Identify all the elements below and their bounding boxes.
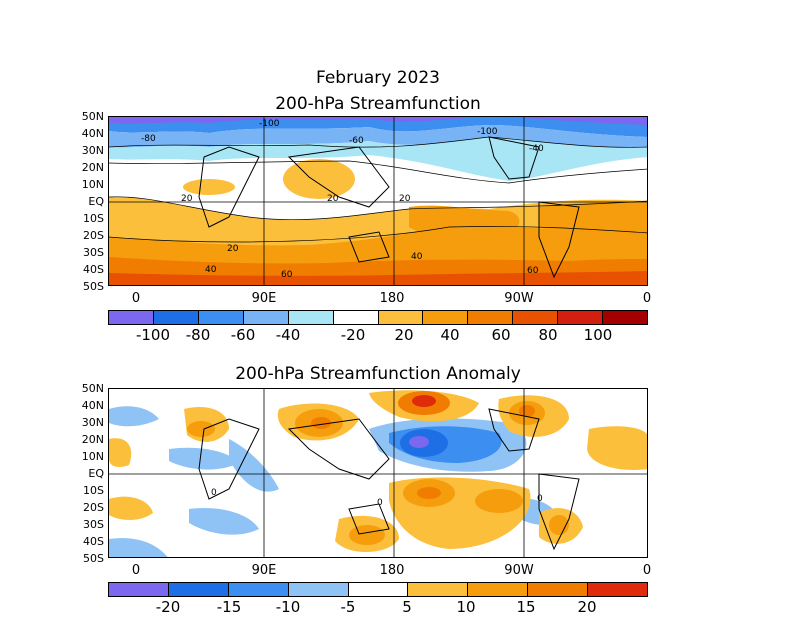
lat-label: 40S: [83, 535, 104, 548]
colorbar-swatch: [513, 311, 559, 324]
colorbar-swatch: [603, 311, 648, 324]
lon-label: 180: [379, 563, 405, 578]
lat-label: 50S: [83, 280, 104, 293]
colorbar-swatch: [408, 583, 469, 596]
contour-label: -40: [529, 144, 544, 154]
lat-label: 50S: [83, 552, 104, 565]
colorbar-swatch: [153, 311, 199, 324]
colorbar-label: -100: [135, 326, 171, 344]
colorbar-label: 80: [538, 326, 558, 344]
lat-label: 20S: [83, 229, 104, 242]
lat-label: 20N: [81, 433, 104, 446]
lat-label: 30N: [81, 416, 104, 429]
colorbar-swatch: [288, 311, 334, 324]
lat-label: 10S: [83, 212, 104, 225]
lat-label: 10N: [81, 178, 104, 191]
lat-label: 20S: [83, 501, 104, 514]
lon-label: 0: [131, 291, 141, 306]
contour-label: 20: [227, 244, 239, 254]
colorbar-swatch: [423, 311, 469, 324]
lon-label: 180: [379, 291, 405, 306]
colorbar-swatch: [378, 311, 424, 324]
lat-label: 40S: [83, 263, 104, 276]
contour-label: 20: [181, 194, 193, 204]
colorbar-swatch: [109, 583, 169, 596]
colorbar-swatch: [468, 583, 529, 596]
figure-title: February 2023: [316, 68, 440, 88]
lat-label: 40N: [81, 127, 104, 140]
colorbar-swatch: [333, 311, 379, 324]
colorbar-label: -20: [155, 598, 181, 616]
lat-label: EQ: [88, 195, 104, 208]
colorbar-swatch: [468, 311, 514, 324]
colorbar-swatch: [348, 583, 409, 596]
colorbar-label: 20: [394, 326, 414, 344]
lon-label: 0: [642, 291, 652, 306]
colorbar-swatch: [528, 583, 589, 596]
colorbar-swatch: [168, 583, 229, 596]
contour-label: 60: [527, 266, 539, 276]
colorbar-label: 100: [583, 326, 613, 344]
contour-label: 20: [399, 194, 411, 204]
colorbar-swatch: [243, 311, 289, 324]
colorbar-label: 60: [491, 326, 511, 344]
lon-label: 0: [642, 563, 652, 578]
colorbar-swatch: [198, 311, 244, 324]
lat-label: 10N: [81, 450, 104, 463]
streamfunction-map: -80 -100 -100 -60 -40 20 20 20 20 40 40 …: [108, 116, 648, 286]
lat-label: 50N: [81, 110, 104, 123]
colorbar-label: 40: [440, 326, 460, 344]
colorbar-label: 10: [456, 598, 476, 616]
colorbar-label: -20: [340, 326, 366, 344]
lat-label: 30S: [83, 246, 104, 259]
lon-label: 90E: [251, 291, 277, 306]
contour-label: 60: [281, 270, 293, 280]
colorbar-swatch: [109, 311, 154, 324]
contour-label: -100: [477, 127, 498, 137]
lat-label: 50N: [81, 382, 104, 395]
colorbar-swatch: [588, 583, 648, 596]
lat-label: EQ: [88, 467, 104, 480]
lat-label: 20N: [81, 161, 104, 174]
colorbar-label: 5: [402, 598, 412, 616]
contour-label: 0: [211, 488, 217, 498]
chart2-title: 200-hPa Streamfunction Anomaly: [235, 364, 521, 384]
chart1-title: 200-hPa Streamfunction: [275, 94, 481, 114]
streamfunction-anomaly-map: 0 0 0: [108, 388, 648, 558]
colorbar-swatch: [228, 583, 289, 596]
lat-label: 40N: [81, 399, 104, 412]
contour-label: 40: [205, 265, 217, 275]
contour-label: -100: [259, 119, 280, 129]
colorbar-label: -60: [230, 326, 256, 344]
colorbar-label: 20: [577, 598, 597, 616]
lon-label: 90E: [251, 563, 277, 578]
lat-label: 30N: [81, 144, 104, 157]
colorbar-1: [108, 310, 648, 325]
contour-label: 0: [537, 494, 543, 504]
colorbar-label: -10: [275, 598, 301, 616]
lat-label: 10S: [83, 484, 104, 497]
contour-label: -60: [349, 136, 364, 146]
colorbar-label: -80: [185, 326, 211, 344]
lon-label: 90W: [504, 291, 534, 306]
colorbar-2: [108, 582, 648, 597]
contour-label: 0: [377, 498, 383, 508]
lon-label: 0: [131, 563, 141, 578]
colorbar-label: -5: [340, 598, 356, 616]
colorbar-label: -15: [216, 598, 242, 616]
lon-label: 90W: [504, 563, 534, 578]
contour-label: -80: [141, 134, 156, 144]
colorbar-swatch: [288, 583, 349, 596]
contour-label: 40: [411, 252, 423, 262]
contour-label: 20: [327, 194, 339, 204]
colorbar-label: -40: [275, 326, 301, 344]
lat-label: 30S: [83, 518, 104, 531]
colorbar-swatch: [558, 311, 604, 324]
colorbar-label: 15: [516, 598, 536, 616]
